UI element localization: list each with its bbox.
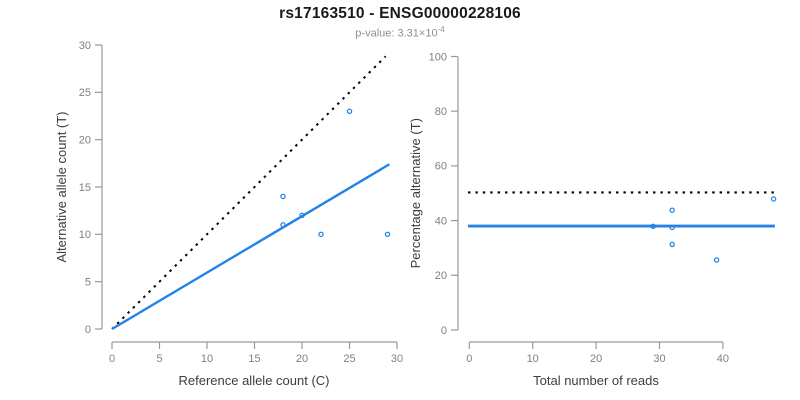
- data-point: [384, 231, 391, 238]
- right-percentage-plot: 0 20 40 60 80 100 0 10 20 30 40 Total number of rea…: [408, 51, 777, 388]
- x-tick-label: 25: [343, 353, 355, 365]
- x-tick-label: 0: [109, 353, 115, 365]
- data-point: [346, 108, 353, 114]
- x-tick-label: 20: [590, 353, 602, 365]
- y-tick-label: 100: [429, 51, 447, 63]
- y-tick-label: 30: [79, 40, 91, 52]
- data-point: [713, 257, 720, 263]
- y-tick-label: 5: [85, 276, 91, 288]
- data-point: [318, 231, 324, 238]
- y-tick-label: 60: [435, 161, 447, 173]
- p-value-subtitle: p-value: 3.31×10-4: [0, 25, 800, 40]
- x-axis-title: Reference allele count (C): [178, 373, 329, 388]
- p-value-exponent: -4: [437, 25, 445, 34]
- y-tick-label: 40: [435, 215, 447, 227]
- x-tick-label: 30: [653, 353, 665, 365]
- left-allele-count-plot: 0 5 10 15 20 25 30 0 5 10 15 20 25 30 Reference allele…: [54, 40, 403, 388]
- data-point: [280, 222, 286, 228]
- x-tick-label: 5: [156, 353, 162, 365]
- x-tick-label: 30: [391, 353, 403, 365]
- y-tick-label: 20: [435, 270, 447, 282]
- data-point: [770, 196, 777, 202]
- data-point: [669, 241, 675, 248]
- data-point: [650, 223, 656, 230]
- data-point: [280, 193, 286, 200]
- fit-line: [111, 163, 391, 331]
- y-axis-title: Alternative allele count (T): [54, 111, 69, 262]
- identity-line: [111, 55, 387, 330]
- x-tick-label: 10: [201, 353, 213, 365]
- y-tick-label: 0: [85, 324, 91, 336]
- p-value-text: p-value: 3.31×10: [355, 27, 438, 40]
- x-tick-label: 15: [248, 353, 260, 365]
- x-axis-title: Total number of reads: [533, 373, 659, 388]
- y-tick-label: 15: [79, 182, 91, 194]
- data-point: [669, 207, 675, 213]
- x-tick-label: 10: [527, 353, 539, 365]
- figure-title: rs17163510 - ENSG00000228106: [279, 5, 521, 22]
- y-axis-title: Percentage alternative (T): [408, 118, 423, 268]
- x-tick-label: 20: [296, 353, 308, 365]
- y-tick-label: 20: [79, 134, 91, 146]
- x-tick-label: 40: [717, 353, 729, 365]
- y-tick-label: 10: [79, 229, 91, 241]
- y-tick-label: 25: [79, 87, 91, 99]
- data-point: [299, 212, 305, 219]
- y-tick-label: 0: [441, 325, 447, 337]
- y-tick-label: 80: [435, 106, 447, 118]
- x-tick-label: 0: [466, 353, 472, 365]
- data-point: [669, 224, 675, 231]
